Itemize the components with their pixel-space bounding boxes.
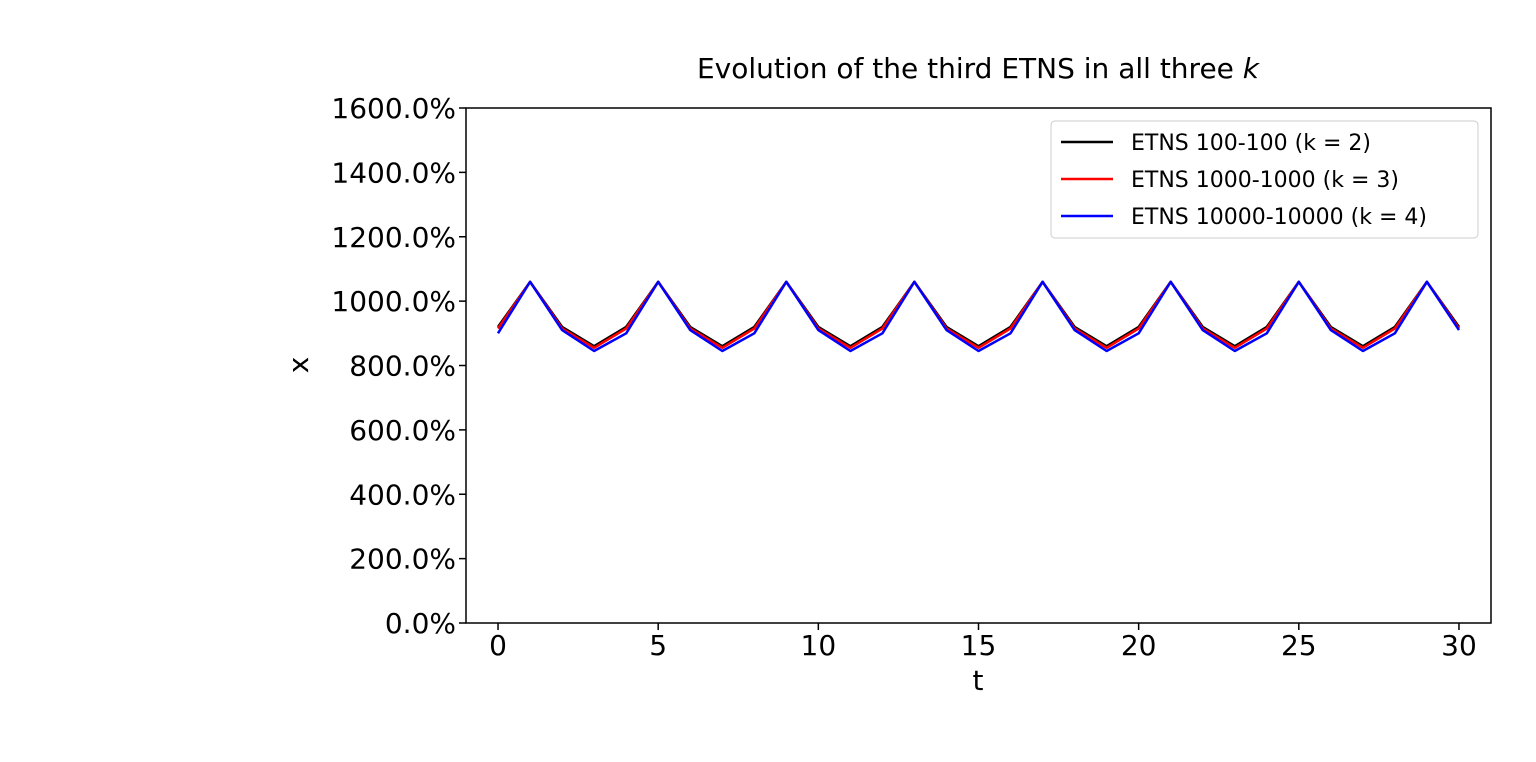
x-axis-label: t [973,664,984,697]
x-axis: 0 5 10 15 20 25 30 [489,623,1477,662]
y-tick-label: 0.0% [385,607,456,640]
legend-label-2: ETNS 1000-1000 (k = 3) [1131,168,1399,193]
legend-label-1: ETNS 100-100 (k = 2) [1131,131,1371,156]
series-line-2 [496,280,1461,350]
chart-title: Evolution of the third ETNS in all three… [697,52,1261,85]
legend-label-3: ETNS 10000-10000 (k = 4) [1131,205,1427,230]
y-tick-label: 1200.0% [331,221,456,254]
legend-box [1050,120,1479,239]
legend: ETNS 100-100 (k = 2) ETNS 1000-1000 (k = … [1050,120,1479,239]
y-tick-label: 800.0% [349,350,456,383]
series-layer [496,280,1461,353]
y-tick-label: 200.0% [349,543,456,576]
series-line-3 [496,280,1461,353]
x-tick-label: 10 [801,629,837,662]
x-tick-label: 20 [1121,629,1157,662]
y-tick-label: 1000.0% [331,285,456,318]
x-tick-label: 25 [1281,629,1317,662]
x-tick-label: 15 [961,629,997,662]
y-tick-label: 1400.0% [331,156,456,189]
series-line-1 [496,280,1461,348]
y-tick-label: 600.0% [349,414,456,447]
x-tick-label: 5 [649,629,667,662]
x-tick-label: 0 [489,629,507,662]
y-axis-label: x [282,357,315,374]
y-tick-label: 400.0% [349,478,456,511]
y-axis: 0.0% 200.0% 400.0% 600.0% 800.0% 1000.0% 1200.… [331,92,466,640]
x-tick-label: 30 [1441,629,1477,662]
y-tick-label: 1600.0% [331,92,456,125]
